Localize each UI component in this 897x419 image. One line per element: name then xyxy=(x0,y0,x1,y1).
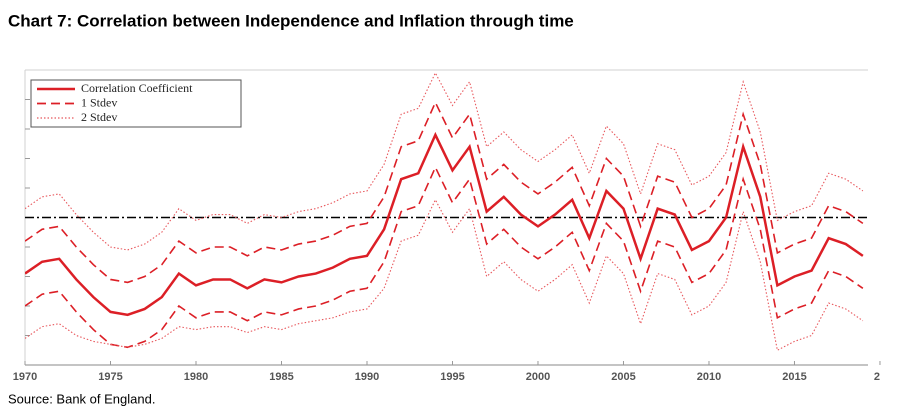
legend-label: Correlation Coefficient xyxy=(81,81,193,95)
series-line xyxy=(25,198,864,352)
x-tick-label: 1985 xyxy=(269,371,293,383)
x-tick-label: 2015 xyxy=(782,371,806,383)
x-tick-label: 2005 xyxy=(611,371,635,383)
x-tick-label: 2010 xyxy=(697,371,721,383)
chart-title: Chart 7: Correlation between Independenc… xyxy=(8,11,574,30)
series-line xyxy=(25,165,864,349)
x-tick-label: 2 xyxy=(874,371,880,383)
x-tick-label: 1995 xyxy=(440,371,464,383)
x-tick-label: 1970 xyxy=(13,371,37,383)
legend-label: 2 Stdev xyxy=(81,110,117,124)
x-tick-label: 1990 xyxy=(355,371,379,383)
x-tick-label: 2000 xyxy=(526,371,550,383)
series-line xyxy=(25,131,864,317)
x-tick-label: 1975 xyxy=(98,371,122,383)
x-tick-label: 1980 xyxy=(184,371,208,383)
legend-label: 1 Stdev xyxy=(81,95,117,109)
source-note: Source: Bank of England. xyxy=(8,391,155,406)
series-line xyxy=(25,100,864,284)
